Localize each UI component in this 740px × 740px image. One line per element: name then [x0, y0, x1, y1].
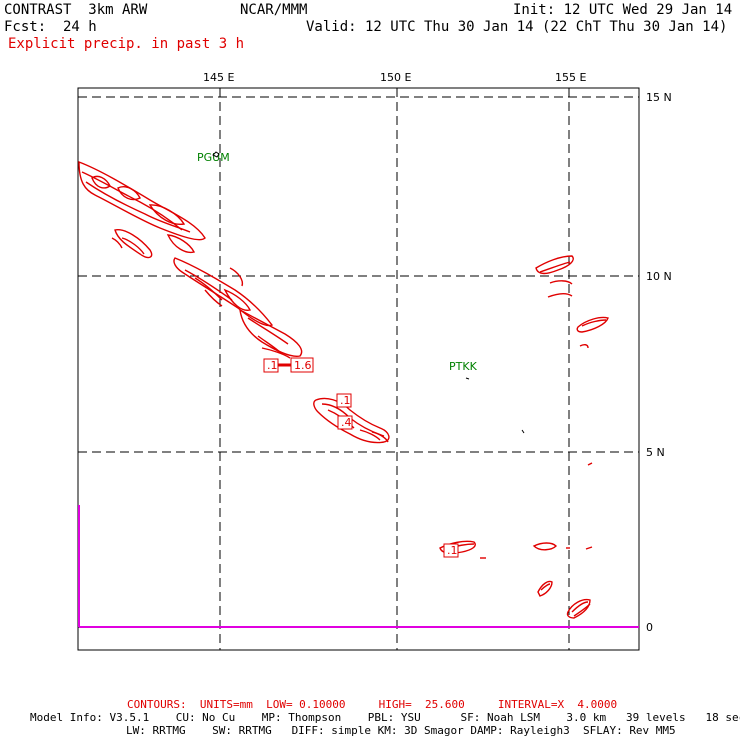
lat-label-5n: 5 N	[646, 446, 665, 459]
scale-bar	[78, 505, 639, 628]
lon-label-155e: 155 E	[555, 71, 586, 84]
lat-label-0: 0	[646, 621, 653, 634]
model-title: CONTRAST 3km ARW	[4, 2, 148, 18]
contour-labels: .1 1.6 .1 .4 .1	[263, 357, 459, 558]
contour-label: .1	[340, 394, 351, 407]
graticule	[78, 88, 639, 650]
model-info-line1: Model Info: V3.5.1 CU: No Cu MP: Thompso…	[30, 711, 740, 724]
map-frame	[77, 87, 640, 651]
lon-label-150e: 150 E	[380, 71, 411, 84]
lon-label-145e: 145 E	[203, 71, 234, 84]
island-outlines	[212, 96, 525, 434]
station-pgum: PGUM	[197, 151, 230, 164]
lat-label-10n: 10 N	[646, 270, 672, 283]
valid-time: Valid: 12 UTC Thu 30 Jan 14 (22 ChT Thu …	[306, 19, 728, 35]
contour-label: .1	[267, 359, 278, 372]
field-title: Explicit precip. in past 3 h	[8, 36, 245, 52]
init-time: Init: 12 UTC Wed 29 Jan 14	[513, 2, 733, 18]
lat-label-15n: 15 N	[646, 91, 672, 104]
contour-label: .1	[447, 544, 458, 557]
contour-label: 1.6	[294, 359, 312, 372]
precip-contours	[78, 160, 609, 619]
forecast-hour: Fcst: 24 h	[4, 19, 97, 35]
contour-label: .4	[341, 416, 352, 429]
model-info-line2: LW: RRTMG SW: RRTMG DIFF: simple KM: 3D …	[126, 724, 676, 737]
organization-label: NCAR/MMM	[240, 2, 308, 18]
station-ptkk: PTKK	[449, 360, 478, 373]
contour-info: CONTOURS: UNITS=mm LOW= 0.10000 HIGH= 25…	[127, 698, 618, 711]
